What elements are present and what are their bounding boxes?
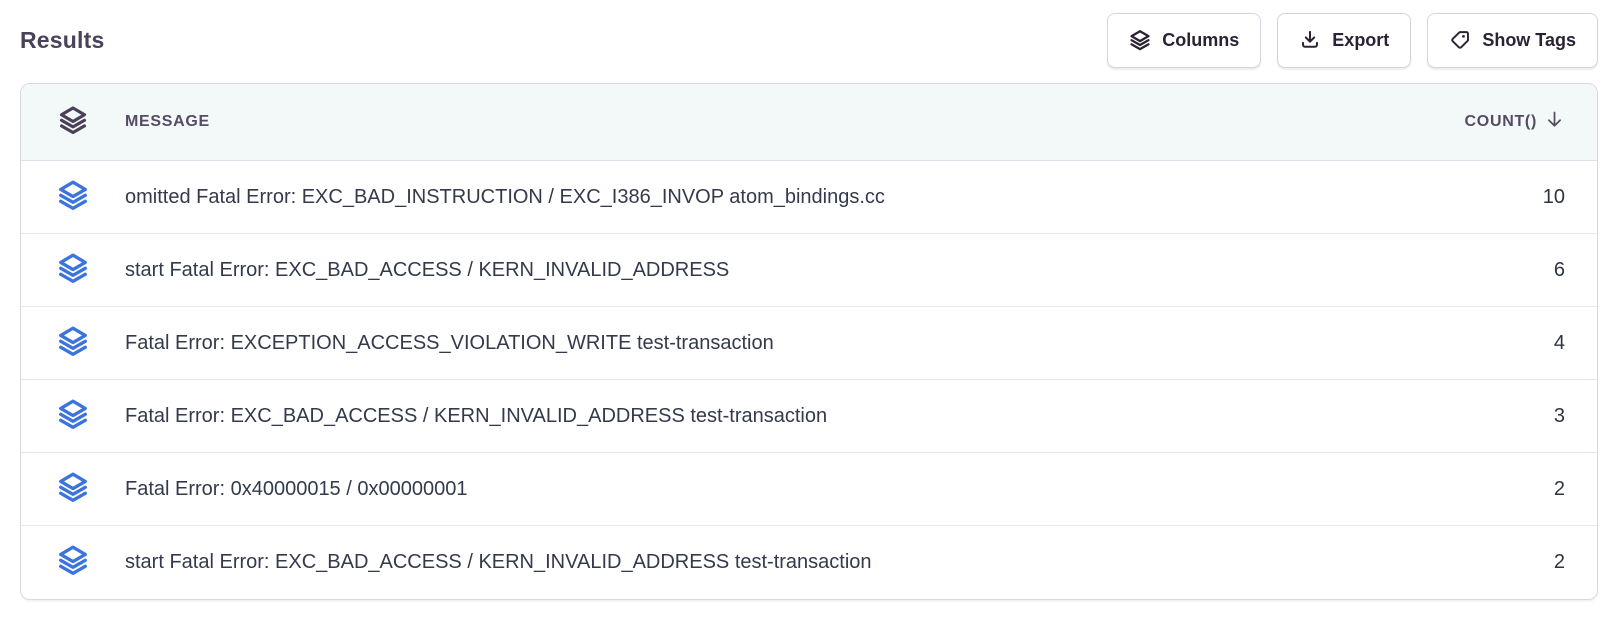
table-header-row: MESSAGE COUNT() <box>21 84 1597 161</box>
message-cell[interactable]: Fatal Error: 0x40000015 / 0x00000001 <box>125 477 468 500</box>
column-header-count[interactable]: COUNT() <box>1447 109 1597 136</box>
export-button[interactable]: Export <box>1277 12 1412 68</box>
count-cell: 2 <box>1553 551 1565 573</box>
row-icon-cell[interactable] <box>21 325 125 362</box>
row-icon-cell[interactable] <box>21 471 125 508</box>
discover-results-panel: Results Columns Export Show Tags <box>20 10 1598 600</box>
message-cell[interactable]: Fatal Error: EXCEPTION_ACCESS_VIOLATION_… <box>125 331 774 354</box>
table-row[interactable]: start Fatal Error: EXC_BAD_ACCESS / KERN… <box>21 526 1597 599</box>
stack-icon[interactable] <box>57 252 89 289</box>
stack-icon[interactable] <box>57 544 89 581</box>
count-cell: 4 <box>1553 331 1565 354</box>
message-cell[interactable]: Fatal Error: EXC_BAD_ACCESS / KERN_INVAL… <box>125 404 828 427</box>
row-icon-cell[interactable] <box>21 179 125 216</box>
table-row[interactable]: Fatal Error: EXC_BAD_ACCESS / KERN_INVAL… <box>21 380 1597 453</box>
show-tags-button[interactable]: Show Tags <box>1427 12 1598 68</box>
stack-icon[interactable] <box>57 179 89 216</box>
count-cell: 10 <box>1542 185 1565 208</box>
show-tags-button-label: Show Tags <box>1482 29 1576 50</box>
column-header-message[interactable]: MESSAGE <box>125 113 210 130</box>
message-cell[interactable]: omitted Fatal Error: EXC_BAD_INSTRUCTION… <box>125 185 885 208</box>
message-cell[interactable]: start Fatal Error: EXC_BAD_ACCESS / KERN… <box>125 551 872 573</box>
table-row[interactable]: start Fatal Error: EXC_BAD_ACCESS / KERN… <box>21 234 1597 307</box>
columns-button[interactable]: Columns <box>1107 12 1262 68</box>
columns-button-label: Columns <box>1162 29 1240 50</box>
stack-icon[interactable] <box>57 398 89 435</box>
stack-icon[interactable] <box>57 325 89 362</box>
message-cell[interactable]: start Fatal Error: EXC_BAD_ACCESS / KERN… <box>125 258 730 281</box>
count-cell: 2 <box>1553 477 1565 500</box>
count-cell: 3 <box>1553 404 1565 427</box>
stack-icon <box>1129 29 1151 51</box>
table-row[interactable]: Fatal Error: EXCEPTION_ACCESS_VIOLATION_… <box>21 307 1597 380</box>
table-row[interactable]: omitted Fatal Error: EXC_BAD_INSTRUCTION… <box>21 161 1597 234</box>
row-icon-cell[interactable] <box>21 398 125 435</box>
row-icon-cell[interactable] <box>21 252 125 289</box>
stack-icon[interactable] <box>57 471 89 508</box>
count-cell: 6 <box>1553 258 1565 281</box>
stack-icon <box>58 105 88 140</box>
count-header-label: COUNT() <box>1464 113 1537 130</box>
table-row[interactable]: Fatal Error: 0x40000015 / 0x00000001 2 <box>21 453 1597 526</box>
results-table: MESSAGE COUNT() omitted Fatal Error: EXC… <box>20 83 1598 600</box>
page-title: Results <box>20 26 105 53</box>
row-icon-cell[interactable] <box>21 544 125 581</box>
results-header-bar: Results Columns Export Show Tags <box>20 10 1598 70</box>
download-icon <box>1299 29 1321 51</box>
header-stack-column <box>21 105 125 140</box>
toolbar: Columns Export Show Tags <box>1107 12 1598 68</box>
export-button-label: Export <box>1332 29 1390 50</box>
tag-icon <box>1449 29 1471 51</box>
sort-desc-arrow-icon <box>1544 109 1565 136</box>
